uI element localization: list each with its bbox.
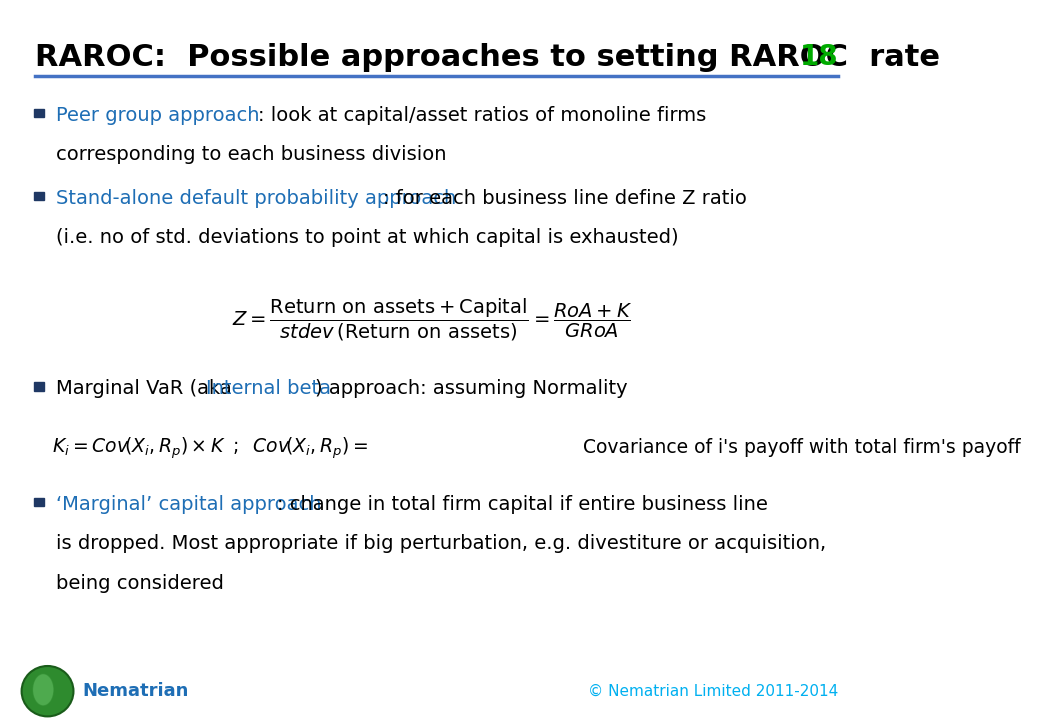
Text: © Nematrian Limited 2011-2014: © Nematrian Limited 2011-2014: [589, 684, 838, 698]
Text: Covariance of i's payoff with total firm's payoff: Covariance of i's payoff with total firm…: [583, 438, 1021, 457]
Text: is dropped. Most appropriate if big perturbation, e.g. divestiture or acquisitio: is dropped. Most appropriate if big pert…: [56, 534, 827, 553]
Text: : change in total firm capital if entire business line: : change in total firm capital if entire…: [277, 495, 768, 513]
Text: corresponding to each business division: corresponding to each business division: [56, 145, 447, 164]
Text: : look at capital/asset ratios of monoline firms: : look at capital/asset ratios of monoli…: [258, 106, 706, 125]
Text: ‘Marginal’ capital approach: ‘Marginal’ capital approach: [56, 495, 321, 513]
FancyBboxPatch shape: [33, 109, 44, 117]
FancyBboxPatch shape: [33, 498, 44, 506]
Text: (i.e. no of std. deviations to point at which capital is exhausted): (i.e. no of std. deviations to point at …: [56, 228, 679, 247]
Ellipse shape: [22, 666, 74, 716]
Text: Stand-alone default probability approach: Stand-alone default probability approach: [56, 189, 457, 207]
Text: : for each business line define Z ratio: : for each business line define Z ratio: [383, 189, 747, 207]
Text: 18: 18: [800, 43, 838, 71]
Text: $Z = \dfrac{\mathrm{Return\ on\ assets + Capital}}{\mathit{stdev}\,\mathrm{(Retu: $Z = \dfrac{\mathrm{Return\ on\ assets +…: [232, 297, 632, 343]
Text: $K_i = Cov\!\left(X_i, R_p\right) \times K \;\;;\;\; Cov\!\left(X_i, R_p\right) : $K_i = Cov\!\left(X_i, R_p\right) \times…: [52, 435, 368, 461]
FancyBboxPatch shape: [33, 192, 44, 200]
Text: Marginal VaR (aka: Marginal VaR (aka: [56, 379, 238, 398]
Ellipse shape: [32, 674, 54, 706]
Text: Peer group approach: Peer group approach: [56, 106, 260, 125]
Text: being considered: being considered: [56, 574, 224, 593]
Text: ) approach: assuming Normality: ) approach: assuming Normality: [315, 379, 628, 398]
Text: Nematrian: Nematrian: [82, 683, 188, 700]
Text: RAROC:  Possible approaches to setting RAROC  rate: RAROC: Possible approaches to setting RA…: [34, 43, 939, 72]
FancyBboxPatch shape: [33, 382, 44, 391]
Text: Internal beta: Internal beta: [206, 379, 331, 398]
